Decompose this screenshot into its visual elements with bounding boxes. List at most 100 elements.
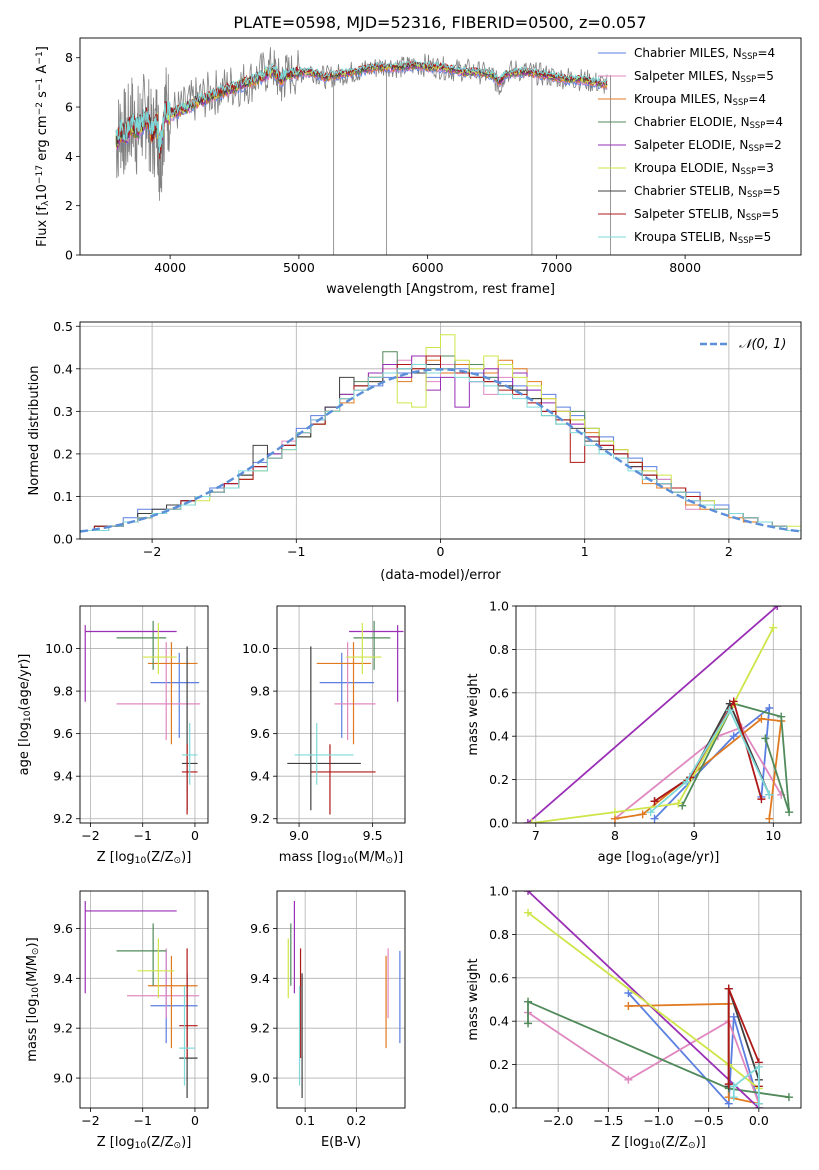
- y-tick-label: 9.6: [53, 921, 73, 936]
- legend-label: Salpeter ELODIE, NSSP=2: [634, 138, 782, 153]
- x-tick-label: 0.0: [749, 1113, 769, 1128]
- y-tick-label: 0.4: [489, 729, 509, 744]
- y-tick-label: 0.0: [53, 532, 73, 547]
- weight-marker: [765, 814, 774, 823]
- legend-label-part: Salpeter STELIB, N: [634, 207, 746, 221]
- errorbar-point: [137, 938, 175, 999]
- weight-marker: [729, 697, 738, 706]
- legend-label-part: Chabrier MILES, N: [634, 46, 742, 60]
- plot-area-mass_vs_Z: [84, 900, 200, 1099]
- y-axis-label-part: 10: [35, 184, 50, 201]
- x-tick-label: 0.1: [295, 1113, 315, 1128]
- errorbar-point: [147, 642, 198, 745]
- x-axis-label-part: 10: [651, 856, 663, 866]
- x-axis-label-part: ⊙: [688, 1141, 696, 1151]
- x-axis-label-part: mass [log: [279, 850, 342, 865]
- weight-marker: [724, 1080, 733, 1089]
- weight-marker: [785, 808, 794, 817]
- weight-marker: [725, 706, 734, 715]
- legend-label: Chabrier MILES, NSSP=4: [634, 46, 775, 61]
- x-tick-label: 1: [581, 544, 589, 559]
- y-tick-label: 0.5: [53, 319, 73, 334]
- y-axis-label-part: −2: [35, 102, 45, 115]
- y-axis-label-part: erg cm: [35, 115, 50, 164]
- y-tick-label: 0.8: [489, 927, 509, 942]
- x-axis-label-part: 10: [135, 1141, 147, 1151]
- weight-marker: [610, 808, 619, 817]
- y-axis-label-part: −1: [35, 51, 45, 64]
- errorbar-point: [147, 955, 198, 1049]
- legend-label-part: =5: [763, 184, 781, 198]
- weight-marker: [777, 712, 786, 721]
- y-axis-label: mass weight: [466, 958, 481, 1040]
- panel-age_vs_Z: −2 −1 09.29.49.69.810.0Z [log10(Z/Z⊙)]age …: [17, 605, 209, 866]
- y-tick-label: 0.0: [489, 816, 509, 831]
- panel-age_vs_mass: 9.0 9.5 9.2 9.4 9.6 9.8 10.0 mass [log10(M/M⊙)]: [242, 605, 406, 866]
- x-axis-label-part: 10: [649, 1141, 661, 1151]
- x-axis-label-part: ⊙: [174, 856, 182, 866]
- axes-frame: [79, 605, 209, 824]
- x-tick-label: −2: [81, 1113, 99, 1128]
- errorbar-point: [84, 900, 177, 994]
- x-axis-label: Z [log10(Z/Z⊙)]: [97, 850, 192, 866]
- legend-label: 𝒩(0, 1): [739, 337, 786, 352]
- weight-line: [614, 726, 782, 820]
- x-tick-label: −0.5: [693, 1113, 723, 1128]
- axes-mass_vs_Z: −2 −1 09.09.29.49.6Z [log10(Z/Z⊙)]mass [lo…: [25, 890, 209, 1151]
- y-tick-label: 9.2: [53, 811, 73, 826]
- plot-area-weight_vs_Z: [524, 891, 793, 1108]
- y-tick-label: 0.3: [53, 404, 73, 419]
- model-spectrum-line: [115, 60, 608, 154]
- y-axis-label-part: )]: [25, 937, 40, 947]
- x-axis-label-part: )]: [181, 850, 191, 865]
- legend-label: Kroupa MILES, NSSP=4: [634, 92, 766, 107]
- weight-marker: [523, 819, 532, 823]
- x-axis-label-part: (M/M: [354, 850, 386, 865]
- y-tick-label: 0.4: [489, 1014, 509, 1029]
- legend-label-part: Salpeter ELODIE, N: [634, 138, 748, 152]
- axes-age_vs_Z: −2 −1 09.29.49.69.810.0Z [log10(Z/Z⊙)]age …: [17, 605, 209, 866]
- weight-marker: [650, 797, 659, 806]
- x-axis-label: Z [log10(Z/Z⊙)]: [97, 1135, 192, 1151]
- weight-marker: [624, 1075, 633, 1084]
- weight-marker: [646, 808, 655, 817]
- y-axis-label-part: (age/yr)]: [17, 654, 32, 711]
- weight-marker: [729, 1093, 738, 1102]
- x-axis-label-part: Z [log: [97, 1135, 135, 1150]
- x-tick-label: −2.0: [543, 1113, 573, 1128]
- x-tick-label: 5000: [283, 260, 315, 275]
- model-spectrum-line: [115, 65, 608, 162]
- x-tick-label: 7000: [540, 260, 572, 275]
- y-axis-label-part: age [log: [17, 722, 32, 775]
- legend-label-part: SSP: [741, 74, 757, 84]
- weight-line: [627, 992, 760, 1106]
- x-axis-label-part: (Z/Z: [661, 1135, 688, 1150]
- y-axis-label-part: ]: [35, 46, 50, 51]
- x-axis-label-part: ⊙: [174, 1141, 182, 1151]
- legend-label-part: =5: [761, 207, 779, 221]
- legend-label-part: Kroupa ELODIE, N: [634, 161, 741, 175]
- legend-label-part: SSP: [738, 235, 754, 245]
- plot-area-age_vs_mass: [287, 620, 404, 815]
- x-tick-label: 4000: [154, 260, 186, 275]
- plot-area-weight_vs_age: [523, 606, 794, 823]
- weight-line: [732, 1064, 760, 1104]
- weight-marker: [524, 908, 533, 917]
- axes-frame: [515, 890, 802, 1109]
- x-axis-label-part: (Z/Z: [146, 850, 173, 865]
- weight-marker: [624, 988, 633, 997]
- weight-marker: [754, 1062, 763, 1071]
- y-axis-label-part: mass [log: [25, 999, 40, 1062]
- y-tick-label: 0.2: [53, 446, 73, 461]
- weight-marker: [729, 1012, 738, 1021]
- legend-label-part: Kroupa STELIB, N: [634, 230, 738, 244]
- weight-marker: [524, 1019, 533, 1028]
- weight-marker: [761, 734, 770, 743]
- x-tick-label: 0.2: [346, 1113, 366, 1128]
- legend-label-part: Kroupa MILES, N: [634, 92, 733, 106]
- x-tick-label: −1: [133, 828, 151, 843]
- errorbar-point: [179, 985, 195, 1086]
- x-tick-label: 8: [611, 828, 619, 843]
- y-tick-label: 9.2: [250, 811, 270, 826]
